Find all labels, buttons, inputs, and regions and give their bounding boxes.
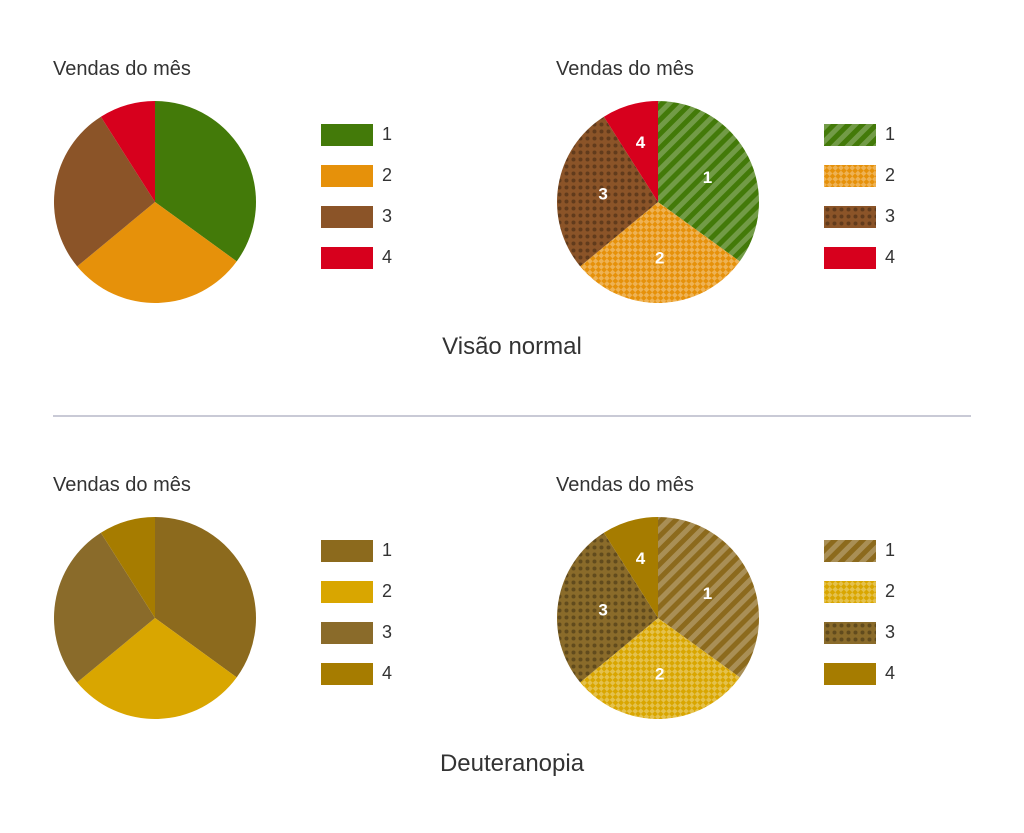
chart-title: Vendas do mês bbox=[556, 58, 694, 80]
legend-label: 4 bbox=[382, 663, 393, 683]
legend-swatch bbox=[824, 540, 876, 562]
slice-label-4: 4 bbox=[636, 549, 646, 568]
legend-label: 2 bbox=[382, 165, 393, 185]
pie-slice-1 bbox=[155, 517, 256, 678]
pie-slice-2 bbox=[77, 202, 237, 303]
pie-slice-2 bbox=[77, 618, 237, 719]
pie-chart: 1 2 3 4 bbox=[557, 101, 759, 303]
legend-label: 4 bbox=[885, 247, 896, 267]
legend-swatch bbox=[321, 622, 373, 644]
pie-slice-1 bbox=[155, 101, 256, 262]
chart-panel-normal-plain: Vendas do mês 1 2 3 4 bbox=[53, 58, 473, 318]
chart-panel-deuteranopia-plain: Vendas do mês 1 2 3 4 bbox=[53, 474, 473, 734]
slice-label-1: 1 bbox=[703, 584, 712, 603]
pie-chart bbox=[53, 517, 256, 719]
slice-label-3: 3 bbox=[598, 600, 607, 619]
legend-swatch bbox=[321, 247, 373, 269]
pie-slice-2 bbox=[580, 202, 740, 303]
pie-slice-2 bbox=[580, 618, 740, 719]
legend-swatch bbox=[824, 247, 876, 269]
legend-label: 3 bbox=[382, 206, 393, 226]
legend-label: 3 bbox=[885, 206, 896, 226]
pie-slice-4 bbox=[603, 517, 658, 618]
chart-panel-normal-patterned: Vendas do mês 1 2 3 4 1 2 3 4 bbox=[556, 58, 976, 318]
section-caption-deuteranopia: Deuteranopia bbox=[439, 750, 585, 777]
pie-slice-3 bbox=[53, 116, 155, 267]
pie-slice-4 bbox=[100, 517, 155, 618]
chart-title: Vendas do mês bbox=[556, 474, 694, 496]
legend-label: 4 bbox=[885, 663, 896, 683]
legend-swatch bbox=[824, 124, 876, 146]
slice-label-2: 2 bbox=[655, 249, 664, 268]
legend-swatch bbox=[824, 206, 876, 228]
legend-label: 1 bbox=[382, 124, 393, 144]
pie-slice-4 bbox=[603, 101, 658, 202]
chart-title: Vendas do mês bbox=[53, 58, 191, 80]
legend-swatch bbox=[824, 663, 876, 685]
legend-label: 2 bbox=[885, 165, 896, 185]
legend-swatch bbox=[321, 581, 373, 603]
pie-slice-1 bbox=[658, 517, 759, 678]
legend-label: 3 bbox=[382, 622, 393, 642]
legend-swatch bbox=[321, 663, 373, 685]
legend-label: 1 bbox=[382, 540, 393, 560]
slice-label-2: 2 bbox=[655, 665, 664, 684]
legend-label: 4 bbox=[382, 247, 393, 267]
legend-swatch bbox=[824, 581, 876, 603]
slice-label-3: 3 bbox=[598, 184, 607, 203]
legend-label: 3 bbox=[885, 622, 896, 642]
section-divider bbox=[53, 415, 971, 417]
legend-swatch bbox=[824, 622, 876, 644]
legend-swatch bbox=[321, 206, 373, 228]
pie-slice-3 bbox=[557, 116, 658, 267]
pie-slice-3 bbox=[53, 532, 155, 683]
chart-panel-deuteranopia-patterned: Vendas do mês 1 2 3 4 1 2 3 4 bbox=[556, 474, 976, 734]
legend-swatch bbox=[824, 165, 876, 187]
pie-chart bbox=[53, 101, 256, 303]
legend-swatch bbox=[321, 540, 373, 562]
legend-label: 1 bbox=[885, 124, 896, 144]
pie-slice-3 bbox=[557, 532, 658, 683]
legend-label: 1 bbox=[885, 540, 896, 560]
legend-label: 2 bbox=[382, 581, 393, 601]
legend-label: 2 bbox=[885, 581, 896, 601]
legend-swatch bbox=[321, 165, 373, 187]
pie-chart: 1 2 3 4 bbox=[557, 517, 759, 719]
pie-slice-1 bbox=[658, 101, 759, 262]
slice-label-4: 4 bbox=[636, 133, 646, 152]
chart-title: Vendas do mês bbox=[53, 474, 191, 496]
slice-label-1: 1 bbox=[703, 168, 712, 187]
section-caption-normal: Visão normal bbox=[442, 333, 582, 360]
legend-swatch bbox=[321, 124, 373, 146]
pie-slice-4 bbox=[100, 101, 155, 202]
